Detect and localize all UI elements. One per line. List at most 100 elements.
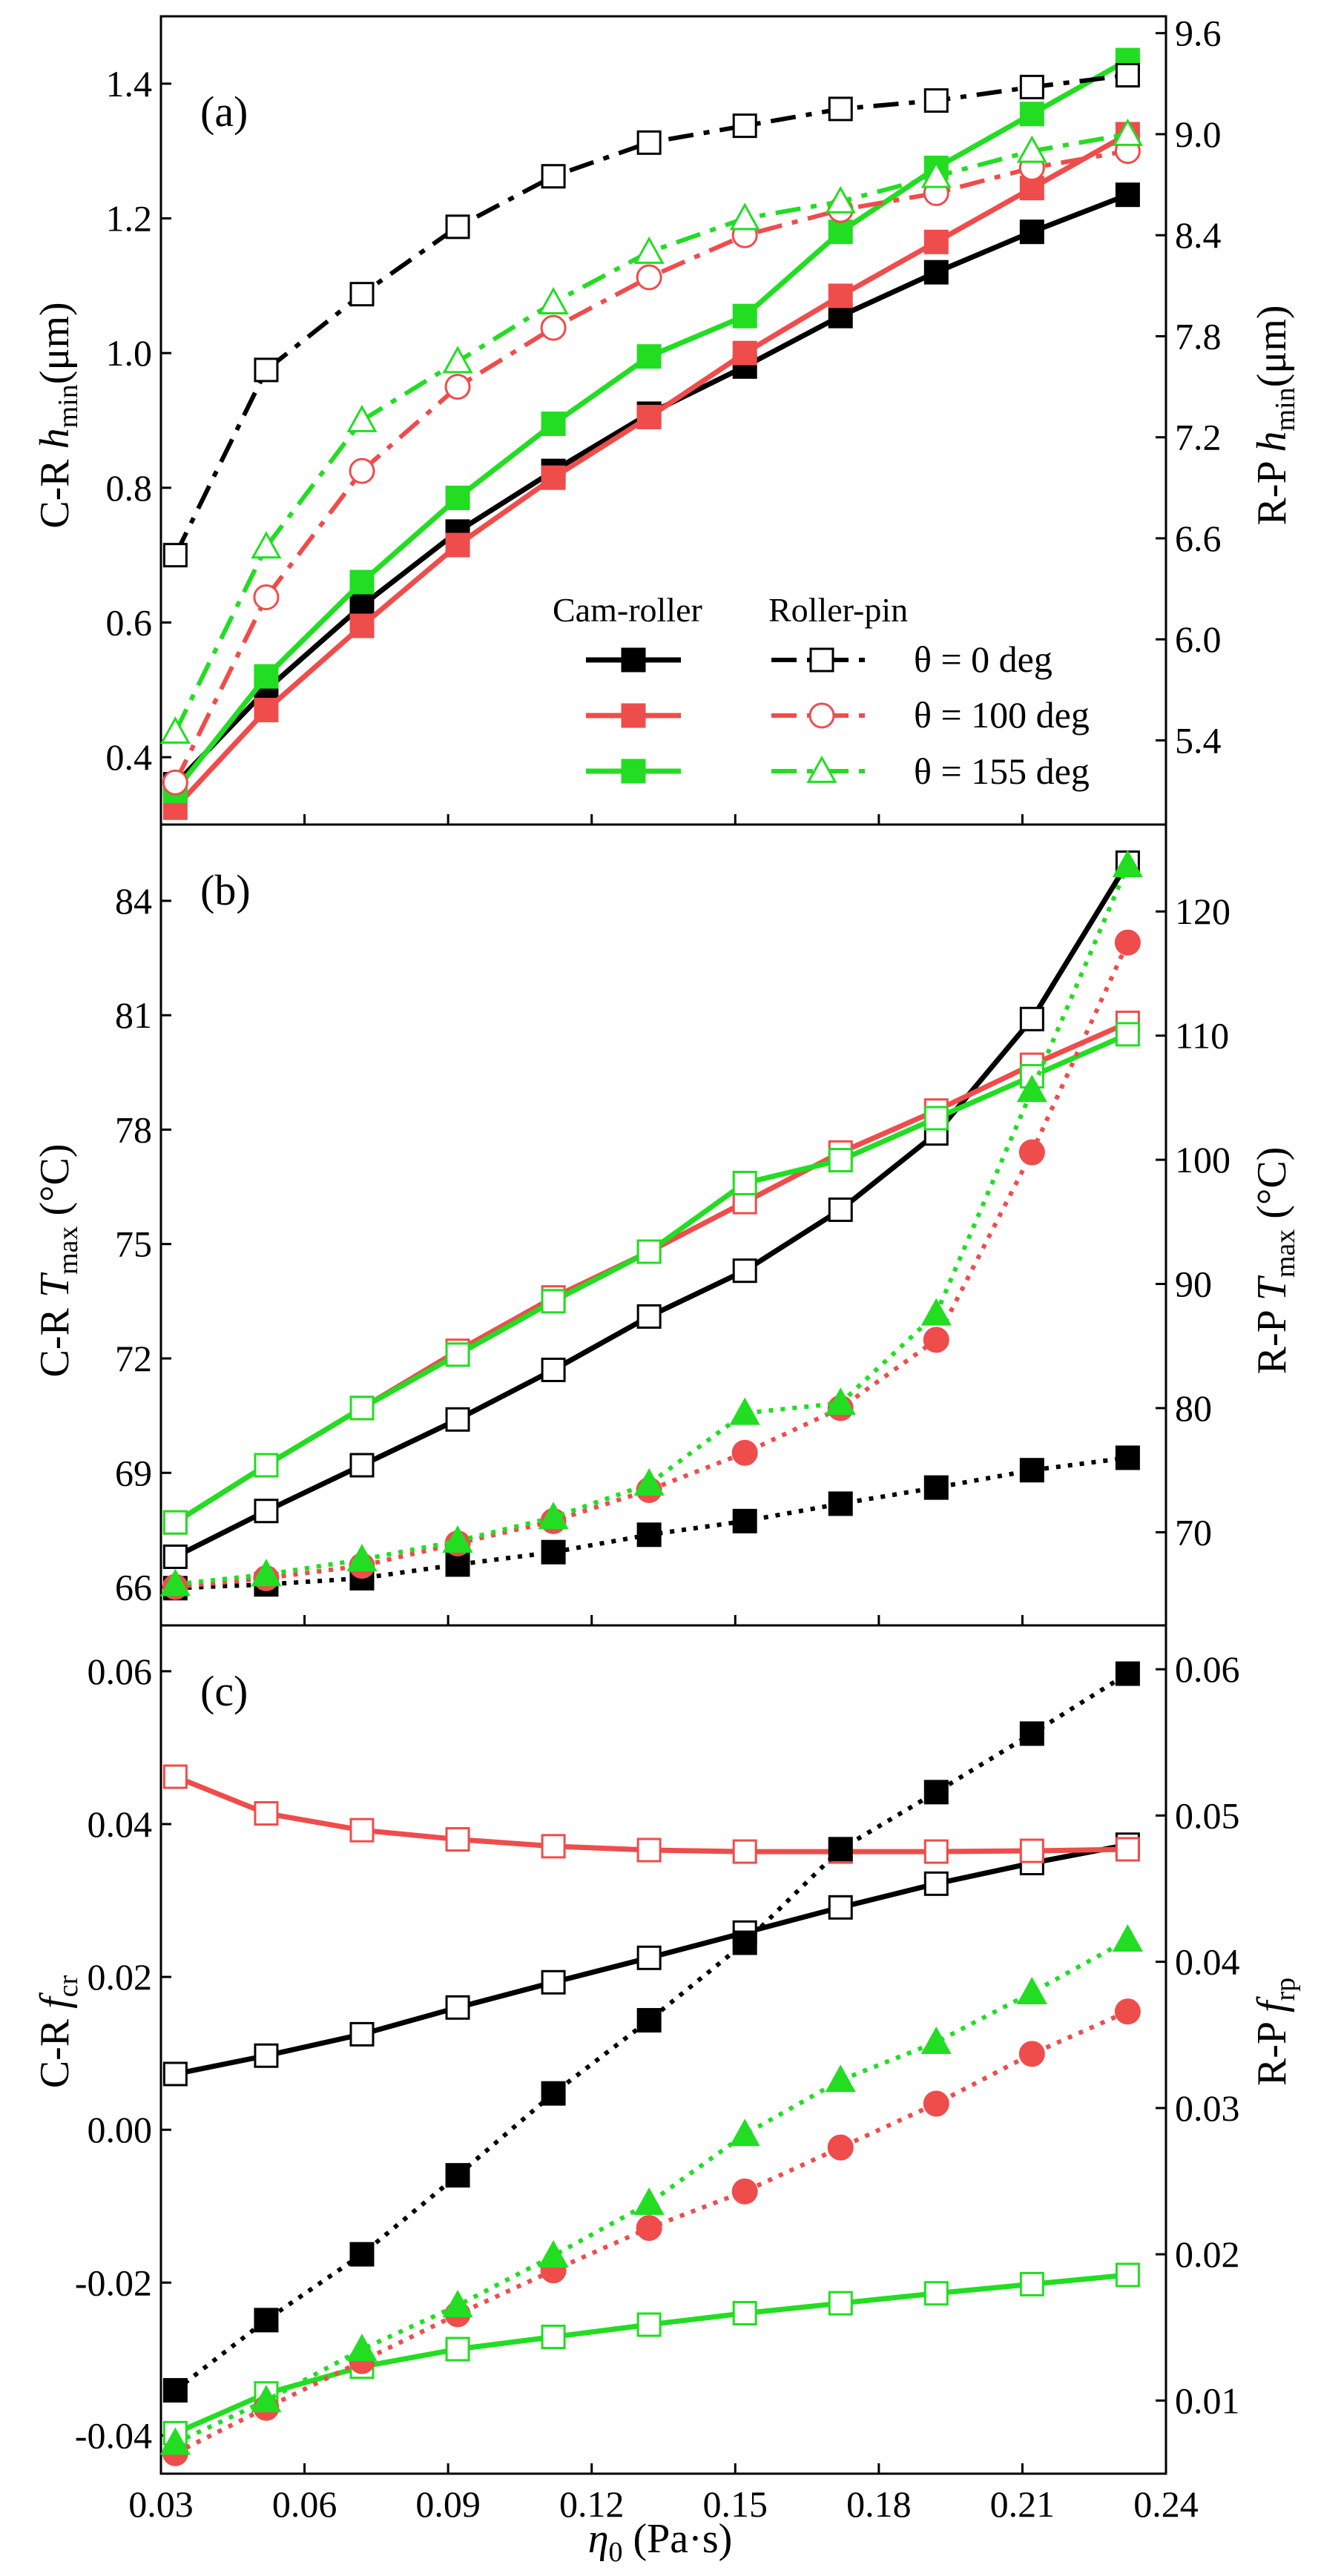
right-ytick-label: 6.0 — [1175, 618, 1222, 660]
data-point — [1016, 1074, 1047, 1103]
right-ytick-label: 6.6 — [1175, 518, 1222, 559]
panel-b-series-2 — [162, 1022, 1140, 1535]
data-point — [636, 344, 662, 369]
panel-b-series-4 — [162, 929, 1141, 1600]
right-ytick-label: 0.06 — [1175, 1648, 1240, 1690]
left-ytick-label: 66 — [115, 1567, 152, 1608]
svg-text:C-R fcr: C-R fcr — [32, 1975, 84, 2088]
panel-b-series-3 — [162, 1445, 1140, 1601]
right-ytick-label: 70 — [1175, 1511, 1212, 1553]
svg-text:C-R hmin(μm): C-R hmin(μm) — [32, 302, 84, 528]
data-point — [445, 1827, 470, 1852]
right-ytick-label: 80 — [1175, 1387, 1212, 1429]
data-point — [1112, 118, 1143, 146]
data-point — [1016, 1976, 1047, 2004]
data-point — [1115, 2262, 1140, 2288]
data-point — [541, 1969, 566, 1995]
data-point — [1115, 1661, 1140, 1686]
right-ytick-label: 0.03 — [1175, 2087, 1240, 2129]
legend-title-roller-pin: Roller-pin — [768, 591, 908, 629]
left-ytick-label: 0.4 — [106, 736, 153, 778]
left-ytick-label: 78 — [115, 1109, 152, 1150]
data-point — [636, 1522, 662, 1548]
data-point — [732, 340, 757, 366]
data-point — [729, 202, 760, 231]
data-point — [254, 2308, 279, 2333]
data-point — [162, 1764, 188, 1789]
data-point — [1019, 1006, 1044, 1031]
panel-c-right-ylabel: R-P frp — [1249, 1978, 1301, 2086]
panel-a-series-2 — [162, 47, 1140, 804]
data-point — [1016, 135, 1047, 163]
data-point — [541, 2325, 566, 2350]
data-point — [636, 1239, 662, 1264]
data-point — [162, 1544, 188, 1569]
data-point — [732, 1170, 757, 1195]
legend-entry-100deg: θ = 100 deg — [914, 694, 1090, 736]
data-point — [828, 1148, 853, 1173]
data-point — [828, 1197, 853, 1222]
right-ytick-label: 100 — [1175, 1139, 1231, 1180]
left-ytick-label: 0.02 — [88, 1956, 153, 1998]
panel-c-left-ylabel: C-R fcr — [32, 1975, 84, 2088]
data-point — [254, 698, 279, 723]
panel-b-series-1 — [162, 1010, 1140, 1535]
data-point — [541, 2081, 566, 2106]
data-point — [541, 412, 566, 437]
data-point — [541, 1289, 566, 1314]
data-point — [162, 769, 188, 796]
data-point — [442, 346, 473, 374]
data-point — [349, 1396, 375, 1421]
legend-sample-marker — [621, 759, 646, 784]
panel-b-left-ylabel: C-R Tmax (°C) — [32, 1144, 84, 1378]
data-point — [1115, 182, 1140, 208]
data-point — [159, 1568, 191, 1596]
data-point — [538, 286, 569, 314]
data-point — [541, 1834, 566, 1859]
right-ytick-label: 0.04 — [1175, 1941, 1240, 1983]
data-point — [445, 1407, 470, 1432]
series-line — [175, 865, 1130, 1587]
data-point — [162, 2061, 188, 2087]
data-point — [923, 88, 949, 113]
data-point — [828, 283, 853, 308]
data-point — [445, 1552, 470, 1577]
data-point — [538, 2240, 569, 2268]
panel-c-frame — [159, 1624, 1167, 2475]
data-point — [732, 303, 757, 328]
data-point — [251, 531, 282, 559]
data-point — [828, 303, 853, 328]
legend-entry-0deg: θ = 0 deg — [914, 638, 1052, 680]
data-point — [923, 1327, 949, 1353]
legend-sample-marker — [806, 755, 837, 783]
data-point — [540, 314, 567, 341]
data-point — [729, 2118, 760, 2147]
series-line — [175, 941, 1130, 1590]
data-point — [349, 1817, 375, 1843]
data-point — [636, 404, 662, 429]
legend-sample-marker — [621, 647, 646, 673]
data-point — [1115, 62, 1140, 87]
data-point — [349, 613, 375, 638]
svg-text:R-P Tmax (°C): R-P Tmax (°C) — [1249, 1147, 1301, 1375]
right-ytick-label: 5.4 — [1175, 719, 1222, 761]
panel-c-series-1 — [162, 1764, 1140, 1864]
data-point — [444, 374, 471, 400]
left-ytick-label: 1.4 — [106, 63, 153, 105]
panel-a-series-1 — [162, 122, 1140, 820]
panel-label-c: (c) — [200, 1667, 248, 1715]
left-ytick-label: -0.04 — [75, 2414, 152, 2456]
panel-c-series-4 — [162, 1998, 1141, 2466]
data-point — [159, 2427, 191, 2455]
data-point — [923, 1780, 949, 1805]
series-line — [174, 1031, 1129, 1525]
left-ytick-label: 0.06 — [88, 1651, 153, 1692]
plot-layer: 0.4 0.6 0.8 1.0 1.2 1.4 5.4 6.0 6.6 7.2 7.8 8.4 9.0 9… — [75, 13, 1240, 2525]
data-point — [445, 2163, 470, 2188]
data-point — [254, 357, 279, 383]
data-point — [923, 1106, 949, 1131]
panel-label-a: (a) — [200, 87, 248, 136]
panel-b-series-0 — [162, 850, 1140, 1569]
data-point — [162, 543, 188, 568]
